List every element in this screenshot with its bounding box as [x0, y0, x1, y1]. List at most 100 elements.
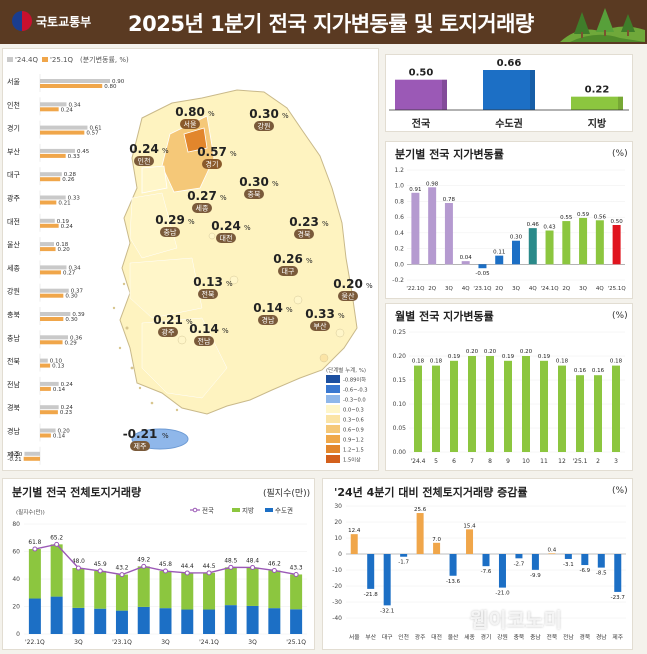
volume-local-bar: [50, 544, 63, 597]
volume-value: 43.2: [116, 566, 129, 572]
regional-value: -7.6: [481, 569, 492, 575]
qchange-xtick: 3Q: [512, 286, 520, 292]
page-header: 국토교통부 2025년 1분기 전국 지가변동률 및 토지거래량: [0, 0, 647, 44]
monthly-xtick: 7: [470, 458, 474, 465]
volume-total-point: [141, 563, 147, 569]
monthly-bar: [504, 360, 512, 452]
volume-value: 45.9: [94, 562, 107, 568]
monthly-ytick: 0.20: [393, 353, 407, 360]
map-region-value: 0.80: [175, 105, 205, 119]
region-prev-bar: [40, 242, 54, 247]
regional-volume-change-title: '24년 4분기 대비 전체토지거래량 증감률: [334, 486, 528, 499]
map-region-value: 0.30: [239, 175, 269, 189]
region-label: 대구: [7, 171, 20, 179]
regional-value: -21.0: [495, 591, 510, 597]
quarterly-change-unit: (%): [612, 149, 628, 159]
region-prev-bar: [40, 102, 67, 107]
volume-total-point: [228, 564, 234, 570]
map-region-name: 충북: [248, 190, 261, 199]
regional-ytick: 30: [334, 503, 342, 510]
region-curr-value: 0.29: [65, 340, 78, 346]
monthly-value: 0.19: [448, 354, 461, 360]
volume-local-bar: [28, 549, 41, 599]
qchange-ytick: 0.4: [394, 230, 404, 237]
region-prev-value: 0.39: [72, 312, 85, 318]
qchange-value: 0.43: [543, 225, 556, 231]
regional-xtick: 전북: [547, 633, 558, 641]
volume-legend-label: 전국: [202, 506, 214, 515]
map-unit-label: %: [322, 220, 329, 228]
monthly-bar: [432, 365, 440, 452]
volume-local-bar: [203, 572, 216, 610]
volume-xtick: 3Q: [74, 639, 83, 646]
monthly-bar: [468, 356, 476, 452]
regional-xtick: 인천: [398, 633, 409, 641]
summary-value: 0.66: [497, 58, 522, 69]
region-curr-bar: [40, 363, 51, 368]
region-prev-value: 0.34: [68, 265, 81, 271]
regional-xtick: 충남: [530, 633, 541, 641]
monthly-value: 0.20: [466, 349, 479, 355]
volume-value: 48.0: [72, 559, 85, 565]
regional-bar: [449, 554, 457, 576]
qchange-ytick: -0.2: [392, 277, 404, 284]
region-curr-value: 0.33: [68, 154, 81, 160]
qchange-xtick: '24.1Q: [540, 286, 559, 292]
volume-local-bar: [115, 574, 128, 611]
region-label: 경남: [7, 427, 20, 436]
volume-value: 48.5: [224, 558, 237, 564]
regional-volume-change-chart: 30 20 10 0 -10 -20 -30 -40 12.4 서울 -21.8 부산 -32.1 대구 -…: [332, 503, 626, 641]
volume-total-point: [119, 572, 125, 578]
volume-local-bar: [290, 574, 303, 610]
map-region-badge: [310, 321, 330, 331]
region-label: 전북: [7, 357, 20, 366]
volume-legend-swatch: [265, 508, 273, 512]
monthly-change-title: 월별 전국 지가변동률: [395, 310, 494, 323]
regional-bar: [400, 554, 408, 557]
monthly-bar: [612, 365, 620, 452]
map-unit-label: %: [306, 257, 313, 265]
region-prev-value: 0.34: [68, 102, 81, 108]
map-unit-label: %: [282, 112, 289, 120]
map-region-value: 0.23: [289, 215, 319, 229]
map-unit-label: %: [226, 280, 233, 288]
qchange-bar: [428, 187, 437, 265]
map-region-badge: [294, 229, 314, 239]
volume-ytick: 20: [12, 604, 20, 611]
map-unit-label: %: [186, 318, 193, 326]
region-curr-value: 0.21: [58, 201, 70, 207]
map-region-badge: [202, 159, 222, 169]
qchange-ytick: 1.2: [394, 167, 404, 174]
map-unit-label: %: [244, 224, 251, 232]
region-label: 광주: [7, 195, 20, 203]
region-curr-bar: [40, 153, 66, 158]
region-prev-bar: [40, 265, 67, 270]
regional-value: 15.4: [463, 523, 476, 529]
volume-xtick: '24.1Q: [199, 639, 219, 646]
volume-total-point: [206, 570, 212, 576]
regional-volume-change-unit: (%): [612, 486, 628, 496]
qchange-bar: [411, 192, 420, 265]
qchange-value: 0.55: [560, 215, 573, 221]
region-prev-bar: [24, 451, 40, 456]
monthly-value: 0.18: [610, 359, 623, 365]
monthly-xtick: 11: [540, 458, 548, 465]
monthly-bar: [558, 365, 566, 452]
volume-capital-bar: [72, 607, 85, 634]
regional-bar: [581, 554, 589, 566]
volume-local-bar: [94, 570, 107, 609]
volume-ytick: 40: [12, 576, 20, 583]
region-curr-value: 0.23: [60, 410, 73, 416]
regional-xtick: 경남: [596, 633, 607, 641]
qchange-value: 0.78: [443, 197, 456, 203]
map-region-badge: [254, 121, 274, 131]
map-region-name: 세종: [196, 204, 209, 213]
regional-bar: [564, 554, 572, 559]
regional-ytick: -40: [332, 615, 342, 622]
monthly-change-unit: (%): [612, 311, 628, 321]
regional-value: -8.5: [596, 571, 607, 577]
region-label: 인천: [7, 100, 20, 109]
region-curr-bar: [40, 340, 63, 345]
volume-xtick: 3Q: [248, 639, 257, 646]
regional-ytick: -20: [332, 583, 342, 590]
